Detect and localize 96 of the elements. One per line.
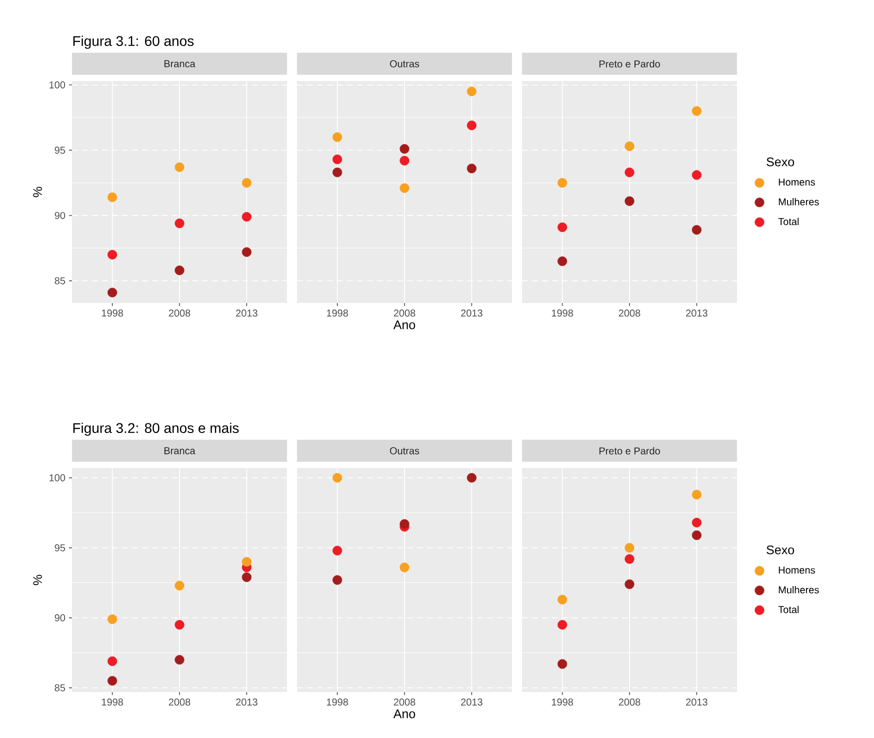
x-tick-label: 2008 — [394, 698, 416, 706]
point — [174, 580, 184, 590]
legend-label: Mulheres — [778, 586, 819, 594]
y-tick-label: 100 — [50, 474, 66, 482]
point — [332, 168, 342, 178]
point — [558, 620, 568, 630]
x-tick-label: 1998 — [102, 698, 123, 706]
y-tick-label: 85 — [54, 277, 66, 284]
point — [558, 594, 568, 604]
x-tick-label: 2013 — [686, 698, 708, 706]
chart-title: Outras — [390, 447, 420, 454]
point — [466, 472, 476, 483]
y-tick-label: 100 — [50, 81, 66, 88]
legend-title: Sexo — [766, 157, 794, 166]
legend-label: Total — [778, 218, 799, 226]
x-tick-label: 2013 — [236, 310, 258, 317]
legend-label: Total — [778, 606, 799, 614]
x-tick-label: 1998 — [102, 310, 123, 317]
point — [692, 530, 702, 540]
point — [558, 256, 568, 266]
point — [242, 556, 252, 567]
point — [332, 472, 342, 483]
point — [692, 106, 702, 116]
y-tick-label: 95 — [54, 544, 66, 552]
point — [174, 620, 184, 630]
point — [242, 572, 252, 582]
x-tick-label: 1998 — [326, 310, 348, 317]
legend-label: Homens — [778, 178, 815, 186]
point — [400, 519, 410, 529]
point — [400, 144, 410, 154]
point — [692, 170, 702, 180]
point — [558, 178, 568, 188]
y-tick-label: 90 — [54, 212, 66, 220]
y-tick-label: 95 — [54, 146, 66, 154]
point — [692, 518, 702, 528]
x-tick-label: 2008 — [618, 310, 640, 317]
x-tick-label: 2008 — [394, 310, 416, 317]
chart-title: Preto e Pardo — [599, 447, 660, 454]
x-tick-label: 2008 — [618, 698, 640, 706]
text: Figura 3.1: 60 anos — [73, 36, 194, 49]
y-tick-label: 85 — [54, 684, 66, 692]
chart-title: Branca — [164, 60, 196, 68]
point — [242, 247, 252, 257]
point — [242, 212, 252, 222]
point — [466, 120, 476, 130]
point — [108, 288, 118, 298]
point — [558, 222, 568, 232]
point — [624, 543, 634, 553]
x-tick-label: 1998 — [326, 698, 348, 706]
point — [108, 656, 118, 666]
legend-label: Homens — [778, 566, 815, 574]
x-axis-title: Ano — [393, 320, 416, 330]
point — [108, 676, 118, 686]
point — [332, 132, 342, 142]
x-tick-label: 2013 — [686, 310, 708, 317]
x-tick-label: 2013 — [236, 698, 258, 706]
x-tick-label: 1998 — [552, 698, 574, 706]
legend-title: Sexo — [766, 545, 794, 554]
point — [332, 546, 342, 556]
x-axis-title: Ano — [393, 709, 416, 718]
chart-title: Preto e Pardo — [599, 60, 660, 68]
point — [108, 250, 118, 260]
point — [108, 192, 118, 202]
legend-label: Mulheres — [778, 198, 819, 206]
x-tick-label: 2013 — [461, 310, 482, 317]
text: Figura 3.2: 80 anos e mais — [73, 422, 239, 436]
point — [332, 154, 342, 164]
point — [174, 218, 184, 228]
chart-title: Branca — [164, 447, 196, 454]
y-axis-title: % — [33, 186, 42, 198]
point — [466, 86, 476, 96]
point — [692, 490, 702, 500]
y-tick-label: 90 — [54, 614, 66, 622]
point — [624, 168, 634, 178]
x-tick-label: 2013 — [461, 698, 482, 706]
point — [624, 579, 634, 589]
point — [242, 178, 252, 188]
point — [624, 196, 634, 206]
x-tick-label: 2008 — [168, 698, 190, 706]
point — [692, 225, 702, 235]
point — [400, 183, 410, 193]
point — [332, 575, 342, 585]
point — [174, 655, 184, 665]
point — [174, 162, 184, 172]
x-tick-label: 2008 — [168, 310, 190, 317]
x-tick-label: 1998 — [552, 310, 574, 317]
point — [466, 164, 476, 174]
point — [624, 141, 634, 152]
chart-title: Outras — [390, 60, 420, 68]
point — [108, 614, 118, 624]
point — [558, 659, 568, 669]
y-axis-title: % — [33, 574, 42, 586]
point — [400, 562, 410, 572]
point — [400, 156, 410, 166]
point — [624, 554, 634, 564]
point — [174, 266, 184, 276]
